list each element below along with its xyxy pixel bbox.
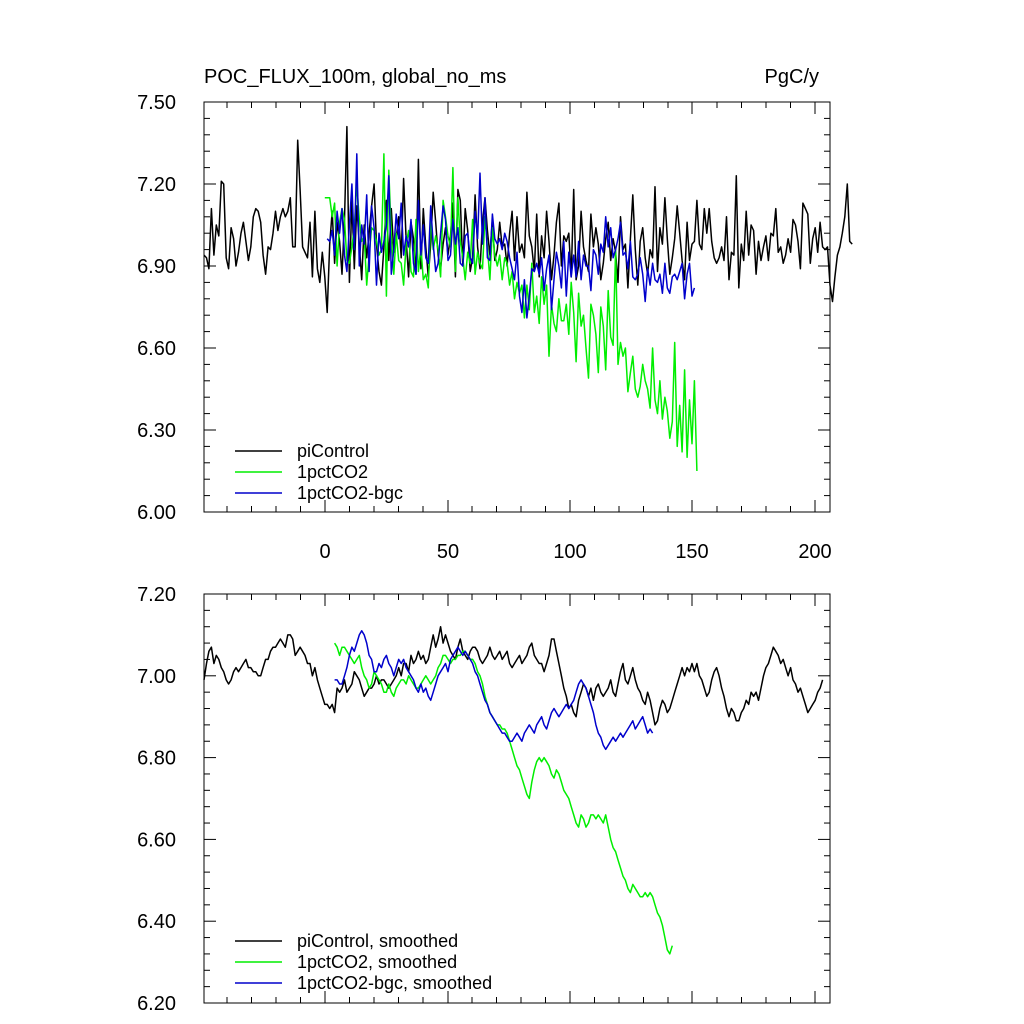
axes: 6.20 6.40 6.60 6.80 7.00 7.20 xyxy=(137,584,831,1015)
plot-area xyxy=(203,625,824,955)
series-line-picontrol xyxy=(203,125,853,314)
legend-label-1pctco2-bgc: 1pctCO2-bgc xyxy=(297,483,403,503)
plot-frame xyxy=(203,593,831,1004)
y-tick-label: 6.60 xyxy=(137,338,176,360)
series-line-1pctco2 xyxy=(324,153,698,472)
legend-label-picontrol-smoothed: piControl, smoothed xyxy=(297,931,458,951)
y-tick-label: 6.30 xyxy=(137,420,176,442)
x-tick-label: 100 xyxy=(553,541,586,563)
legend: piControl 1pctCO2 1pctCO2-bgc xyxy=(235,441,403,503)
legend-label-1pctco2: 1pctCO2 xyxy=(297,462,368,482)
y-tick-label: 6.20 xyxy=(137,993,176,1015)
plot-frame xyxy=(203,101,831,513)
y-tick-label: 7.20 xyxy=(137,174,176,196)
x-tick-label: 150 xyxy=(675,541,708,563)
panel-title-left: POC_FLUX_100m, global_no_ms xyxy=(204,66,506,88)
y-tick-label: 7.50 xyxy=(137,92,176,114)
y-tick-label: 6.60 xyxy=(137,829,176,851)
x-tick-label: 200 xyxy=(798,541,831,563)
y-tick-label: 6.90 xyxy=(137,256,176,278)
y-tick-label: 7.20 xyxy=(137,584,176,606)
legend-label-1pctco2-smoothed: 1pctCO2, smoothed xyxy=(297,952,457,972)
y-tick-label: 6.80 xyxy=(137,748,176,770)
y-tick-label: 7.00 xyxy=(137,666,176,688)
legend-label-1pctco2-bgc-smoothed: 1pctCO2-bgc, smoothed xyxy=(297,973,492,993)
y-tick-label: 6.00 xyxy=(137,502,176,524)
panel-title-right: PgC/y xyxy=(765,66,819,88)
top-panel-poc-flux: POC_FLUX_100m, global_no_ms PgC/y piCont… xyxy=(137,66,853,563)
bottom-panel-smoothed: piControl, smoothed 1pctCO2, smoothed 1p… xyxy=(137,584,831,1015)
legend: piControl, smoothed 1pctCO2, smoothed 1p… xyxy=(235,931,492,993)
axes: 6.00 6.30 6.60 6.90 7.20 7.50 0 50 100 150 200 xyxy=(137,92,832,563)
series-line-1pctco2-bgc xyxy=(326,153,696,319)
series-line-1pctco2-smoothed xyxy=(333,642,674,955)
series-line-picontrol-smoothed xyxy=(203,625,824,726)
y-tick-label: 6.40 xyxy=(137,911,176,933)
x-tick-label: 50 xyxy=(437,541,459,563)
legend-label-picontrol: piControl xyxy=(297,441,369,461)
plot-area xyxy=(203,125,853,472)
series-line-1pctco2-bgc-smoothed xyxy=(334,630,654,751)
x-tick-label: 0 xyxy=(319,541,330,563)
